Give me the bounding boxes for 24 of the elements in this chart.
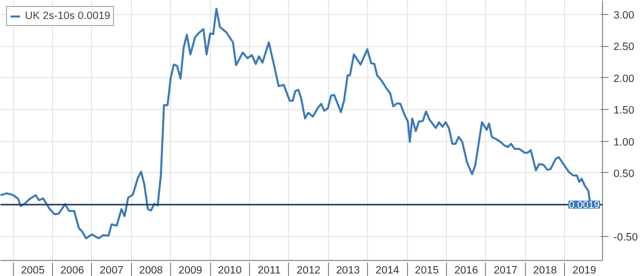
x-tick-label: 2011 bbox=[258, 264, 281, 276]
y-tick-label: 2.00 bbox=[614, 72, 634, 85]
x-tick-label: 2016 bbox=[454, 264, 478, 276]
x-tick-label: 2012 bbox=[296, 264, 321, 276]
y-tick-label: 3.00 bbox=[614, 9, 634, 22]
x-tick-label: 2010 bbox=[218, 264, 242, 276]
x-tick-label: 2005 bbox=[20, 264, 45, 276]
x-tick-label: 2008 bbox=[139, 264, 163, 276]
x-tick-label: 2019 bbox=[572, 264, 596, 276]
y-tick-label: 1.00 bbox=[614, 136, 634, 148]
legend-label: UK 2s-10s 0.0019 bbox=[25, 10, 110, 22]
x-tick-label: 2018 bbox=[533, 264, 557, 276]
x-tick-label: 2015 bbox=[414, 264, 439, 276]
y-tick-label: 1.50 bbox=[614, 104, 634, 117]
y-tick-label: -0.50 bbox=[614, 231, 638, 244]
x-tick-label: 2009 bbox=[178, 264, 202, 276]
x-tick-label: 2017 bbox=[494, 264, 518, 276]
y-tick-label: 2.50 bbox=[614, 41, 634, 54]
y-tick-label: 0.50 bbox=[614, 168, 634, 180]
x-tick-label: 2014 bbox=[376, 264, 400, 276]
ref-line-label: 0.0019 bbox=[568, 200, 600, 212]
x-tick-label: 2013 bbox=[336, 264, 360, 276]
x-tick-label: 2006 bbox=[60, 264, 84, 276]
x-tick-label: 2007 bbox=[100, 264, 124, 276]
